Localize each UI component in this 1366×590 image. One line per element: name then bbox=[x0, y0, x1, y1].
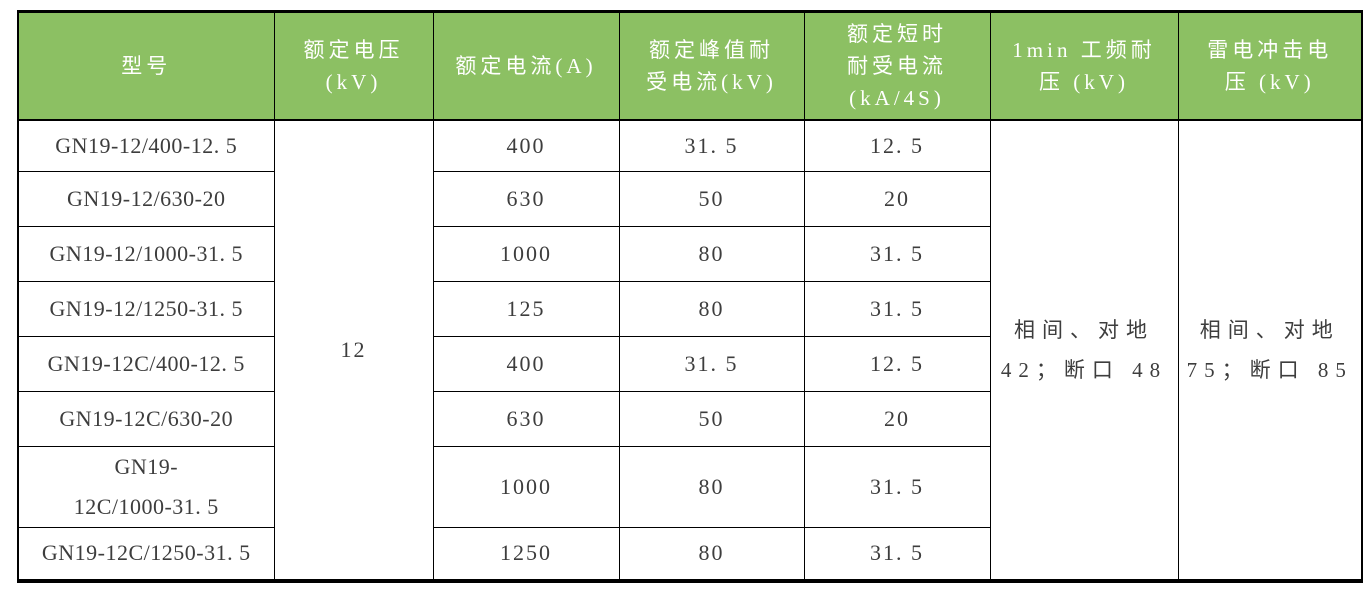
peak-cell: 31. 5 bbox=[618, 336, 805, 392]
peak-cell: 50 bbox=[618, 171, 805, 227]
peak-cell: 80 bbox=[618, 226, 805, 282]
short-time-cell: 20 bbox=[803, 391, 991, 447]
power-freq-merged-cell: 相间、对地 42；断口 48 bbox=[989, 119, 1179, 581]
peak-cell: 50 bbox=[618, 391, 805, 447]
header-model: 型号 bbox=[17, 11, 275, 121]
model-cell: GN19-12/400-12. 5 bbox=[17, 119, 275, 172]
current-cell: 1250 bbox=[432, 527, 620, 581]
model-cell: GN19-12/630-20 bbox=[17, 171, 275, 227]
rated-voltage-merged-cell: 12 bbox=[273, 119, 434, 581]
header-rated-current: 额定电流(A) bbox=[432, 11, 620, 121]
current-cell: 630 bbox=[432, 171, 620, 227]
peak-cell: 80 bbox=[618, 446, 805, 528]
model-cell: GN19- 12C/1000-31. 5 bbox=[17, 446, 275, 528]
model-cell: GN19-12C/630-20 bbox=[17, 391, 275, 447]
table-row: GN19-12C/400-12. 5 400 31. 5 12. 5 bbox=[17, 336, 1362, 392]
table-row: GN19- 12C/1000-31. 5 1000 80 31. 5 bbox=[17, 446, 1362, 528]
short-time-cell: 12. 5 bbox=[803, 119, 991, 172]
header-rated-voltage: 额定电压 (kV) bbox=[273, 11, 434, 121]
short-time-cell: 31. 5 bbox=[803, 281, 991, 337]
short-time-cell: 12. 5 bbox=[803, 336, 991, 392]
header-short-time-withstand: 额定短时 耐受电流 (kA/4S) bbox=[803, 11, 991, 121]
lightning-merged-cell: 相间、对地 75；断口 85 bbox=[1177, 119, 1363, 581]
table-row: GN19-12C/630-20 630 50 20 bbox=[17, 391, 1362, 447]
header-lightning-impulse: 雷电冲击电 压 (kV) bbox=[1177, 11, 1363, 121]
short-time-cell: 20 bbox=[803, 171, 991, 227]
spec-table: 型号 额定电压 (kV) 额定电流(A) 额定峰值耐 受电流(kV) 额定短时 … bbox=[17, 10, 1363, 583]
model-cell: GN19-12/1250-31. 5 bbox=[17, 281, 275, 337]
model-cell: GN19-12C/1250-31. 5 bbox=[17, 527, 275, 581]
header-row: 型号 额定电压 (kV) 额定电流(A) 额定峰值耐 受电流(kV) 额定短时 … bbox=[17, 11, 1363, 121]
peak-cell: 80 bbox=[618, 281, 805, 337]
table-row: GN19-12C/1250-31. 5 1250 80 31. 5 bbox=[17, 527, 1362, 581]
current-cell: 400 bbox=[432, 336, 620, 392]
peak-cell: 31. 5 bbox=[618, 119, 805, 172]
short-time-cell: 31. 5 bbox=[803, 527, 991, 581]
current-cell: 630 bbox=[432, 391, 620, 447]
peak-cell: 80 bbox=[618, 527, 805, 581]
table-row: GN19-12/400-12. 5 12 400 31. 5 12. 5 相间、… bbox=[17, 119, 1363, 581]
current-cell: 125 bbox=[432, 281, 620, 337]
current-cell: 1000 bbox=[432, 446, 620, 528]
model-cell: GN19-12C/400-12. 5 bbox=[17, 336, 275, 392]
short-time-cell: 31. 5 bbox=[803, 446, 991, 528]
model-cell: GN19-12/1000-31. 5 bbox=[17, 226, 275, 282]
current-cell: 400 bbox=[432, 119, 620, 172]
header-power-freq: 1min 工频耐 压 (kV) bbox=[989, 11, 1179, 121]
current-cell: 1000 bbox=[432, 226, 620, 282]
header-peak-withstand: 额定峰值耐 受电流(kV) bbox=[618, 11, 805, 121]
short-time-cell: 31. 5 bbox=[803, 226, 991, 282]
